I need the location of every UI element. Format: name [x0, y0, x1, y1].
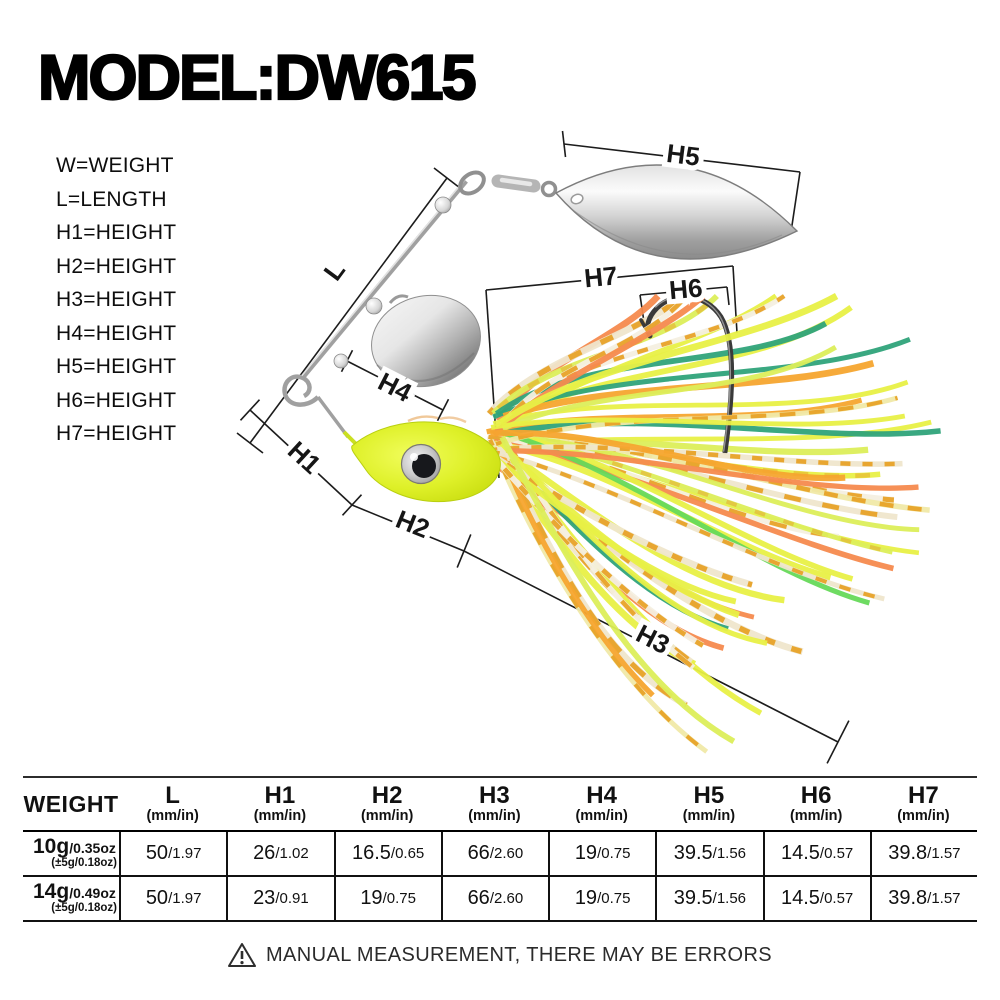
weight-cell: 10g/0.35oz (±5g/0.18oz): [33, 835, 117, 870]
wire-bead: [333, 353, 349, 369]
col-header-H1: H1 (mm/in): [253, 782, 307, 825]
dim-label-H1: H1: [282, 435, 327, 480]
dim-line-H3: [463, 550, 839, 743]
legend-line: H7=HEIGHT: [56, 422, 177, 445]
value-cell: 39.5/1.56: [655, 877, 762, 920]
value-cell: 26/1.02: [226, 832, 333, 875]
value-cell: 39.8/1.57: [869, 832, 977, 875]
dim-label-H7: H7: [583, 260, 619, 293]
silicone-skirt-front: [485, 293, 919, 744]
col-header-H5: H5 (mm/in): [682, 782, 736, 825]
value-cell: 66/2.60: [440, 832, 548, 875]
value-cell: 19/0.75: [333, 877, 441, 920]
value-cell: 14.5/0.57: [762, 877, 870, 920]
legend-line: H5=HEIGHT: [56, 355, 177, 378]
dim-line-H4: [346, 360, 444, 411]
weight-cell: 14g/0.49oz (±5g/0.18oz): [33, 880, 117, 915]
blade-hole: [570, 193, 584, 205]
value-cell: 19/0.75: [548, 877, 655, 920]
legend-line: H4=HEIGHT: [56, 321, 177, 345]
value-cell: 19/0.75: [548, 832, 655, 875]
table-row-14g: 14g/0.49oz (±5g/0.18oz) 50/1.97 23/0.91 …: [23, 877, 977, 922]
spec-table: WEIGHT L (mm/in) H1 (mm/in) H2 (mm/in) H3 (m…: [23, 776, 977, 922]
dim-line-H5: [563, 143, 801, 173]
col-header-H6: H6 (mm/in): [789, 782, 843, 825]
table-header-row: WEIGHT L (mm/in) H1 (mm/in) H2 (mm/in) H3 (m…: [23, 778, 977, 832]
legend-line: H1=HEIGHT: [56, 221, 177, 244]
value-cell: 39.5/1.56: [655, 832, 762, 875]
col-header-L: L (mm/in): [146, 782, 199, 825]
value-cell: 50/1.97: [119, 877, 226, 920]
legend-line: W=WEIGHT: [56, 154, 174, 177]
wire-frame: [282, 170, 558, 407]
swivel-ring: [458, 170, 486, 196]
footer-note: MANUAL MEASUREMENT, THERE MAY BE ERRORS: [0, 942, 1000, 968]
dim-label-H6: H6: [668, 272, 704, 305]
value-cell: 39.8/1.57: [869, 877, 977, 920]
col-header-H7: H7 (mm/in): [897, 782, 950, 825]
value-cell: 23/0.91: [226, 877, 333, 920]
wire-bead: [365, 297, 383, 315]
col-header-H2: H2 (mm/in): [360, 782, 414, 825]
footer-warning-text: MANUAL MEASUREMENT, THERE MAY BE ERRORS: [265, 943, 773, 966]
page-title: MODEL:DW615: [37, 42, 478, 114]
value-cell: 16.5/0.65: [333, 832, 441, 875]
value-cell: 14.5/0.57: [762, 832, 870, 875]
dim-label-H5: H5: [665, 138, 702, 172]
spinnerbait-diagram: L H1 H2 H3 H4 H5 H6 H7: [236, 130, 941, 764]
eye-glint: [410, 453, 418, 461]
wire-upper-arm: [301, 179, 468, 379]
dim-line-L: [249, 177, 448, 444]
value-cell: 66/2.60: [440, 877, 548, 920]
wire-bend: [282, 374, 320, 407]
dimension-legend: W=WEIGHT L=LENGTH H1=HEIGHT H2=HEIGHT H3…: [56, 149, 176, 451]
legend-line: H6=HEIGHT: [56, 388, 177, 412]
legend-line: H2=HEIGHT: [56, 254, 177, 278]
wire-bead: [434, 196, 452, 214]
dim-line-H7: [485, 265, 734, 291]
eye-pupil: [412, 454, 436, 478]
willow-blade: [554, 164, 799, 260]
legend-line: H3=HEIGHT: [56, 288, 177, 311]
legend-line: L=LENGTH: [56, 187, 167, 211]
dimension-lines: [236, 130, 850, 764]
col-header-H3: H3 (mm/in): [468, 782, 521, 825]
colorado-blade: [371, 294, 481, 388]
swivel-link-ring: [540, 180, 558, 198]
dim-label-L: L: [318, 255, 352, 286]
dim-label-H2: H2: [392, 504, 434, 544]
dim-line-H6: [639, 286, 728, 296]
col-header-weight: WEIGHT: [23, 790, 119, 817]
warning-triangle-icon: [227, 943, 256, 967]
dim-line-H2: [351, 504, 465, 552]
table-row-10g: 10g/0.35oz (±5g/0.18oz) 50/1.97 26/1.02 …: [23, 832, 977, 877]
value-cell: 50/1.97: [119, 832, 226, 875]
col-header-H4: H4 (mm/in): [575, 782, 628, 825]
dim-line-H1: [249, 409, 353, 506]
jig-head: [316, 395, 501, 503]
